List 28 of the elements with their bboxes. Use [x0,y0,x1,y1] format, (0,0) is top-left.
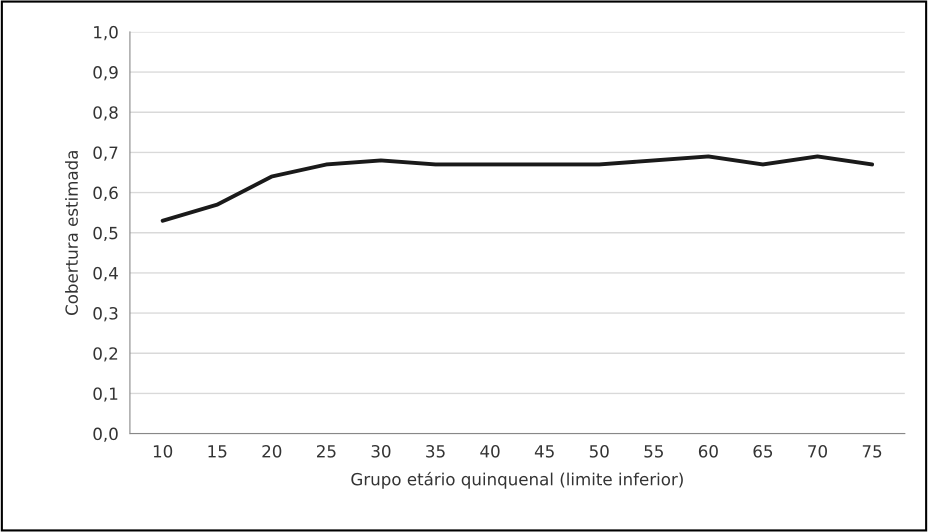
x-tick-label: 25 [316,444,336,458]
y-tick-label: 1,0 [94,26,118,40]
y-tick-label: 0,5 [93,226,118,242]
x-tick-label: 35 [426,444,445,458]
x-tick-label: 75 [862,445,882,458]
y-tick-label: 0,1 [93,387,118,402]
y-tick-label: 0,7 [93,146,118,161]
y-tick-label: 0,0 [93,428,118,442]
y-tick-label: 0,2 [93,347,118,362]
y-tick-label: 0,8 [93,106,118,121]
y-tick-label: 0,4 [93,266,118,282]
y-axis-title: Cobertura estimada [65,151,78,315]
x-tick-label: 40 [480,444,500,458]
x-tick-label: 70 [808,444,827,458]
x-tick-label: 50 [590,444,609,458]
y-tick-label: 0,3 [93,307,118,322]
x-tick-label: 45 [534,445,554,458]
x-tick-label: 65 [753,444,772,458]
x-tick-label: 55 [644,445,663,458]
line-series [160,154,874,223]
x-tick-label: 60 [698,444,718,458]
x-tick-label: 30 [372,444,390,458]
x-tick-label: 15 [208,445,226,458]
y-tick-label: 0,9 [93,66,118,80]
x-tick-label: 10 [154,444,172,458]
x-axis-title: Grupo etário quinquenal (limite inferior) [351,472,683,489]
y-tick-label: 0,6 [93,186,118,201]
x-tick-label: 20 [262,444,282,458]
